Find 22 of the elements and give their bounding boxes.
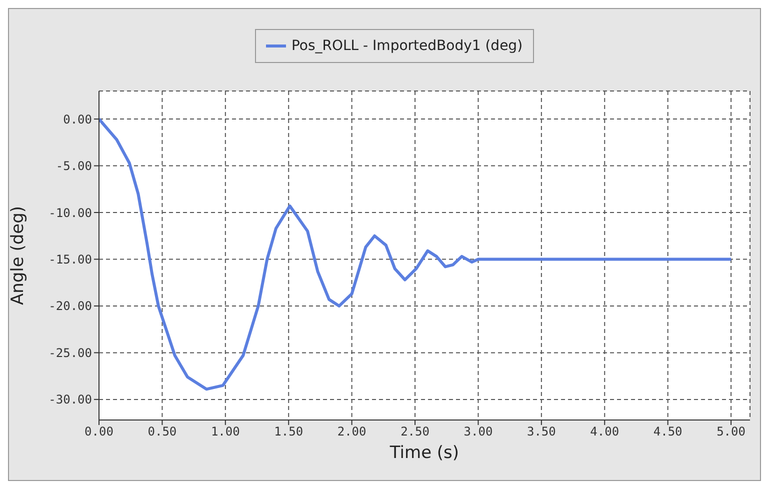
y-tick-label: -20.00 (48, 299, 92, 314)
x-tick-label: 5.00 (716, 424, 746, 439)
x-tick-label: 4.50 (653, 424, 682, 439)
y-tick-label: -5.00 (56, 159, 92, 174)
x-tick-label: 1.00 (210, 424, 240, 439)
x-tick-label: 0.00 (84, 424, 114, 439)
y-tick-label: -10.00 (48, 206, 92, 220)
y-axis-title: Angle (deg) (8, 206, 28, 306)
y-tick-label: -30.00 (48, 392, 92, 407)
x-tick-label: 2.50 (400, 424, 430, 439)
x-axis-title: Time (s) (388, 443, 460, 463)
x-tick-label: 3.50 (526, 424, 556, 439)
y-tick-label: 0.00 (63, 112, 92, 126)
x-tick-label: 3.00 (464, 424, 493, 439)
y-tick-label: -25.00 (48, 346, 92, 360)
y-tick-label: -15.00 (48, 252, 92, 266)
x-tick-label: 0.50 (148, 424, 177, 439)
x-tick-label: 4.00 (590, 424, 620, 439)
x-tick-label: 1.50 (274, 424, 304, 439)
line-series (99, 118, 733, 391)
legend-label: Pos_ROLL - ImportedBody1 (deg) (290, 38, 523, 54)
x-tick-label: 2.00 (337, 424, 366, 439)
